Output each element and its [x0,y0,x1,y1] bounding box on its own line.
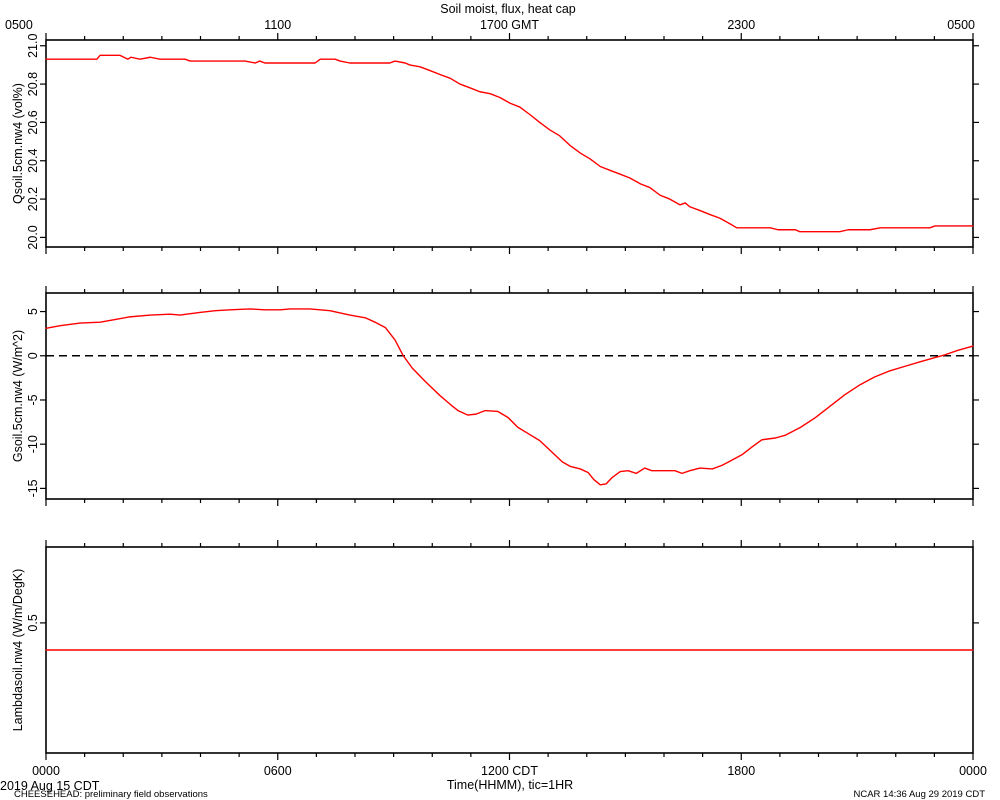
y-tick-label: 20.8 [26,72,40,96]
y-tick-label: -10 [26,435,40,453]
y-tick-label: -5 [26,394,40,405]
y-tick-label: -15 [26,479,40,497]
y-tick-label: 5 [26,308,40,315]
y-axis-label: Qsoil.5cm.nw4 (vol%) [11,83,25,204]
y-tick-label: 20.4 [26,149,40,173]
x-top-tick-label: 0500 [5,18,33,32]
series-line [45,308,974,486]
y-tick-label: 0 [26,352,40,359]
y-tick-label: 20.2 [26,187,40,211]
x-tick-label: 1800 [727,764,755,778]
x-top-tick-label: 1100 [264,18,291,32]
x-tick-label: 1200 CDT [481,764,538,778]
plot-frame [45,292,974,500]
plot-frame [45,39,974,248]
x-axis-label: Time(HHMM), tic=1HR [447,778,573,792]
y-tick-label: 0.5 [26,614,40,631]
y-axis-label: Lambdasoil.nw4 (W/m/DegK) [11,569,25,732]
panel-1: 20.0 20.2 20.4 20.6 20.8 21.0 Qsoil.5cm.nw4 (v… [5,18,979,254]
series-line [45,54,974,233]
x-tick-label: 0600 [264,764,292,778]
x-tick-label: 0000 [959,764,987,778]
x-top-tick-label: 0500 [947,18,975,32]
chart-title: Soil moist, flux, heat cap [440,2,576,16]
y-tick-label: 20.0 [26,225,40,249]
panel-2: 5 0 -5 -10 -15 Gsoil.5cm.nw4 (W/m^2) [11,286,979,506]
x-tick-label: 0000 [32,764,60,778]
date-label: 2019 Aug 15 CDT [0,779,100,793]
y-axis-label: Gsoil.5cm.nw4 (W/m^2) [11,330,25,462]
x-top-tick-label: 1700 GMT [480,18,539,32]
footer-timestamp: NCAR 14:36 Aug 29 2019 CDT [854,789,986,800]
footer-source: CHEESEHEAD: preliminary field observatio… [14,789,208,800]
y-tick-label: 20.6 [26,110,40,134]
x-top-tick-label: 2300 [727,18,755,32]
y-tick-label: 21.0 [26,34,40,58]
